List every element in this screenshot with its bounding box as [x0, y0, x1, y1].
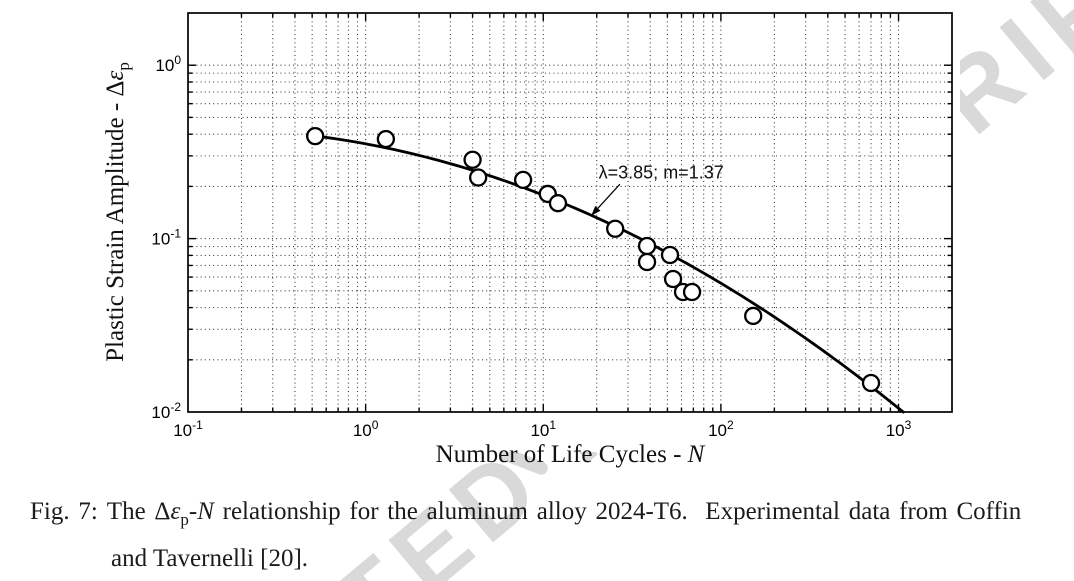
caption-line-2: and Tavernelli [20]. [111, 545, 309, 572]
tick-marks [188, 13, 952, 412]
x-tick-label: 102 [708, 418, 734, 440]
caption-text-pre: The [106, 498, 155, 525]
x-tick-label: 100 [353, 418, 379, 440]
x-tick-label: 101 [530, 418, 556, 440]
data-point-marker [744, 306, 763, 326]
grid-lines [188, 13, 952, 412]
x-tick-label: 10-1 [173, 418, 203, 440]
data-point-marker [637, 252, 657, 272]
caption-math-epsilon: ε [170, 498, 181, 525]
data-points [306, 126, 881, 393]
data-point-marker [637, 236, 657, 256]
data-point-marker [463, 150, 482, 169]
data-point-marker [606, 219, 625, 238]
fit-annotation-label: λ=3.85; m=1.37 [599, 163, 724, 183]
caption-line-1: Fig. 7: The Δεp-N relationship for the al… [30, 498, 1021, 530]
data-point-marker [660, 245, 680, 265]
x-axis-title: Number of Life Cycles - N [436, 441, 706, 468]
y-tick-label: 100 [155, 53, 181, 75]
caption-math-dash: - [188, 498, 198, 525]
caption-text-post: relationship for the aluminum alloy 2024… [213, 498, 1022, 525]
data-point-marker [376, 129, 396, 149]
data-point-marker [861, 373, 881, 393]
data-point-marker [513, 170, 533, 190]
caption-math-N: N [197, 498, 214, 525]
x-tick-label: 103 [886, 418, 912, 440]
data-point-marker [548, 194, 568, 213]
data-point-marker [306, 126, 325, 146]
y-tick-label: 10-2 [151, 400, 181, 422]
y-axis-title: Plastic Strain Amplitude - Δεp [102, 62, 133, 362]
plot-box [187, 12, 953, 413]
caption-math-subscript: p [180, 510, 189, 529]
y-tick-label: 10-1 [151, 227, 181, 249]
caption-fig-label: Fig. 7: [30, 498, 98, 525]
annotation-arrow [591, 183, 621, 216]
data-point-marker [469, 168, 488, 187]
data-point-marker [663, 269, 683, 289]
figure-plot: λ=3.85; m=1.37 10-1 100 101 102 103 100 10-1 10-… [85, 0, 960, 468]
caption-math-delta: Δ [154, 498, 171, 525]
data-point-marker [682, 282, 702, 302]
